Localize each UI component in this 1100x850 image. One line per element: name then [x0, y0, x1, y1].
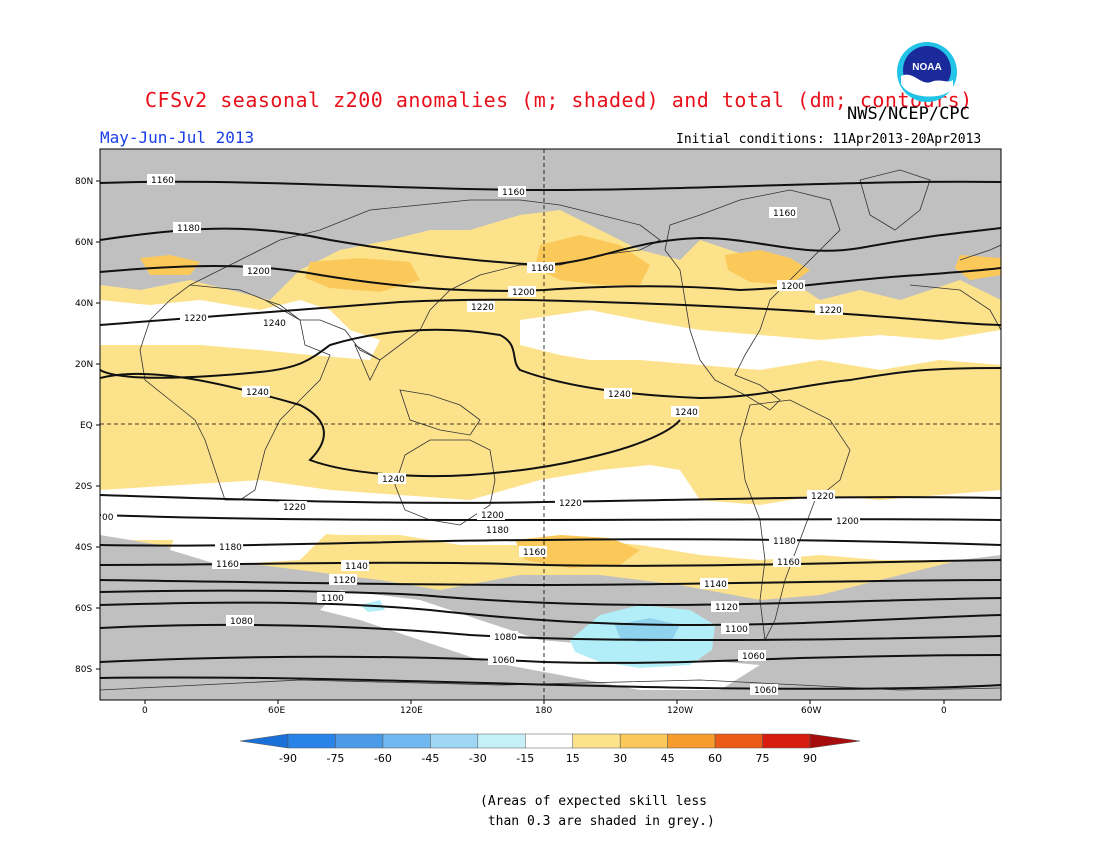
contour-label: 1180 [486, 526, 509, 536]
contour-label: 1140 [345, 562, 368, 572]
lon-label: 0 [142, 706, 148, 716]
contour-label: 1200 [247, 267, 270, 277]
contour-label: 1060 [754, 686, 777, 696]
white-region-north [100, 300, 380, 360]
svg-text:NOAA: NOAA [912, 62, 941, 73]
map-area [100, 149, 1001, 700]
contour-label: 1060 [492, 656, 515, 666]
contour-label: 1240 [382, 475, 405, 485]
lat-label: 20N [75, 360, 93, 370]
contour-label: 1160 [777, 558, 800, 568]
contour-label: 1120 [333, 576, 356, 586]
colorbar-label: -90 [279, 752, 297, 765]
contour-label: 1120 [715, 603, 738, 613]
contour-label: 1160 [502, 188, 525, 198]
colorbar-label: 75 [756, 752, 770, 765]
contour-label: 1100 [725, 625, 748, 635]
colorbar-cell [382, 733, 431, 749]
contour-label: 1220 [819, 306, 842, 316]
contour-label-group: 1160 1160 1160 1160 1180 1200 1200 1200 … [101, 174, 860, 696]
colorbar-cell [477, 733, 526, 749]
contour-label: 1060 [742, 652, 765, 662]
contour-label: 1220 [184, 314, 207, 324]
latitude-labels: 80N 60N 40N 20N EQ 20S 40S 60S 80S [75, 177, 93, 675]
contour-label: 1220 [283, 503, 306, 513]
contour-label: 1200 [836, 517, 859, 527]
colorbar-cell [525, 733, 573, 749]
contour-label: 1160 [216, 560, 239, 570]
contour-label: 1220 [471, 303, 494, 313]
colorbar-label: 90 [803, 752, 817, 765]
colorbar-label: -75 [326, 752, 344, 765]
lat-label: 20S [75, 482, 92, 492]
lat-label: EQ [80, 421, 93, 431]
skill-note: (Areas of expected skill less than 0.3 a… [480, 794, 715, 829]
colorbar-label: -15 [516, 752, 534, 765]
contour-label: 1220 [559, 499, 582, 509]
colorbar-label: -30 [469, 752, 487, 765]
chart-title: CFSv2 seasonal z200 anomalies (m; shaded… [145, 88, 973, 112]
colorbar-cell [667, 733, 716, 749]
contour-label: 1180 [219, 543, 242, 553]
lon-label: 120E [400, 706, 423, 716]
contour-label: 1240 [675, 408, 698, 418]
lon-label: 60W [801, 706, 821, 716]
contour-label: 1160 [773, 209, 796, 219]
colorbar-left-arrow [239, 733, 289, 749]
contour-label: 1240 [246, 388, 269, 398]
period-label: May-Jun-Jul 2013 [100, 128, 255, 147]
contour-label: 1080 [494, 633, 517, 643]
colorbar-label: 15 [566, 752, 580, 765]
contour-label: 1160 [523, 548, 546, 558]
contour-label: 00 [102, 513, 114, 523]
colorbar-cell [572, 733, 621, 749]
colorbar-label: 30 [613, 752, 627, 765]
longitude-labels: 0 60E 120E 180 120W 60W 0 [142, 706, 947, 716]
contour-label: 1100 [321, 594, 344, 604]
lat-ticks [96, 180, 100, 670]
lat-label: 60S [75, 604, 92, 614]
lon-label: 0 [941, 706, 947, 716]
colorbar-label: -60 [374, 752, 392, 765]
contour-label: 1240 [608, 390, 631, 400]
colorbar-label: 45 [661, 752, 675, 765]
lat-label: 40S [75, 543, 92, 553]
contour-label: 1080 [230, 617, 253, 627]
contour-label: 1160 [151, 176, 174, 186]
lon-ticks [144, 700, 945, 704]
lat-label: 60N [75, 238, 93, 248]
contour-label: 1180 [177, 224, 200, 234]
lon-label: 120W [667, 706, 693, 716]
lon-label: 180 [535, 706, 552, 716]
contour-label: 1200 [781, 282, 804, 292]
colorbar-cell [430, 733, 479, 749]
contour-label: 1200 [512, 288, 535, 298]
noaa-logo: NOAA [897, 42, 957, 102]
contour-label: 1160 [531, 264, 554, 274]
colorbar-cell [335, 733, 384, 749]
colorbar-cell [619, 733, 668, 749]
colorbar: -90 -75 -60 -45 -30 -15 15 30 45 60 75 90 [239, 733, 861, 765]
contour-label: 1220 [811, 492, 834, 502]
contour-label: 1240 [263, 319, 286, 329]
contour-label: 1200 [481, 511, 504, 521]
initial-conditions-label: Initial conditions: 11Apr2013-20Apr2013 [676, 132, 982, 147]
orange-patch-pacific [535, 235, 650, 285]
lat-label: 80N [75, 177, 93, 187]
agency-label: NWS/NCEP/CPC [847, 104, 970, 124]
lat-label: 40N [75, 299, 93, 309]
colorbar-label: -45 [421, 752, 439, 765]
colorbar-cell [287, 733, 336, 749]
colorbar-cell [714, 733, 763, 749]
contour-label: 1180 [773, 537, 796, 547]
colorbar-cell [762, 733, 811, 749]
colorbar-label: 60 [708, 752, 722, 765]
lat-label: 80S [75, 665, 92, 675]
colorbar-right-arrow [809, 733, 861, 749]
lon-label: 60E [268, 706, 285, 716]
contour-label: 1140 [704, 580, 727, 590]
